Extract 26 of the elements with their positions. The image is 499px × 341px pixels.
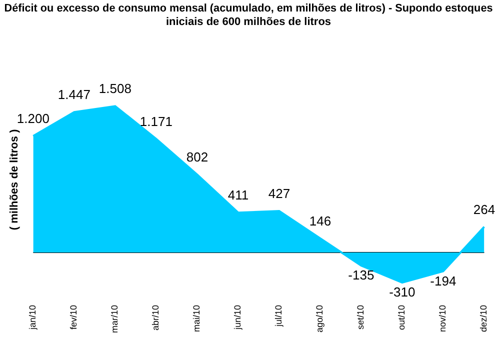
data-label: 264 (473, 202, 496, 217)
y-axis-title: ( milhões de litros ) (8, 128, 21, 230)
x-tick-label: out/10 (396, 304, 407, 330)
data-label: -194 (430, 273, 456, 288)
data-label: 1.508 (98, 81, 132, 96)
data-label: 802 (186, 150, 208, 165)
data-label: 1.200 (16, 111, 50, 126)
x-tick-label: mar/10 (110, 304, 120, 334)
data-label: -310 (389, 284, 416, 300)
x-tick-label: jul/10 (274, 304, 284, 328)
data-label: 1.447 (58, 87, 90, 102)
x-tick-label: nov/10 (438, 304, 448, 332)
x-tick-label: set/10 (356, 304, 366, 330)
data-label: -135 (348, 268, 374, 283)
x-tick-label: jun/10 (232, 304, 243, 331)
chart-title: Déficit ou excesso de consumo mensal (acumulado, em milhões de litros) - Supondo estoques iniciais de 600 milhões de litros (4, 2, 493, 28)
x-tick-label: abr/10 (150, 304, 161, 331)
data-label: 411 (228, 188, 249, 203)
x-tick-label: ago/10 (314, 304, 325, 333)
x-tick-label: fev/10 (68, 304, 79, 330)
x-tick-label: jan/10 (28, 304, 38, 331)
x-tick-label: dez/10 (478, 304, 489, 332)
data-label: 427 (268, 186, 290, 202)
x-tick-label: mai/10 (192, 304, 202, 332)
data-label: 146 (309, 213, 332, 228)
data-label: 1.171 (140, 114, 172, 129)
